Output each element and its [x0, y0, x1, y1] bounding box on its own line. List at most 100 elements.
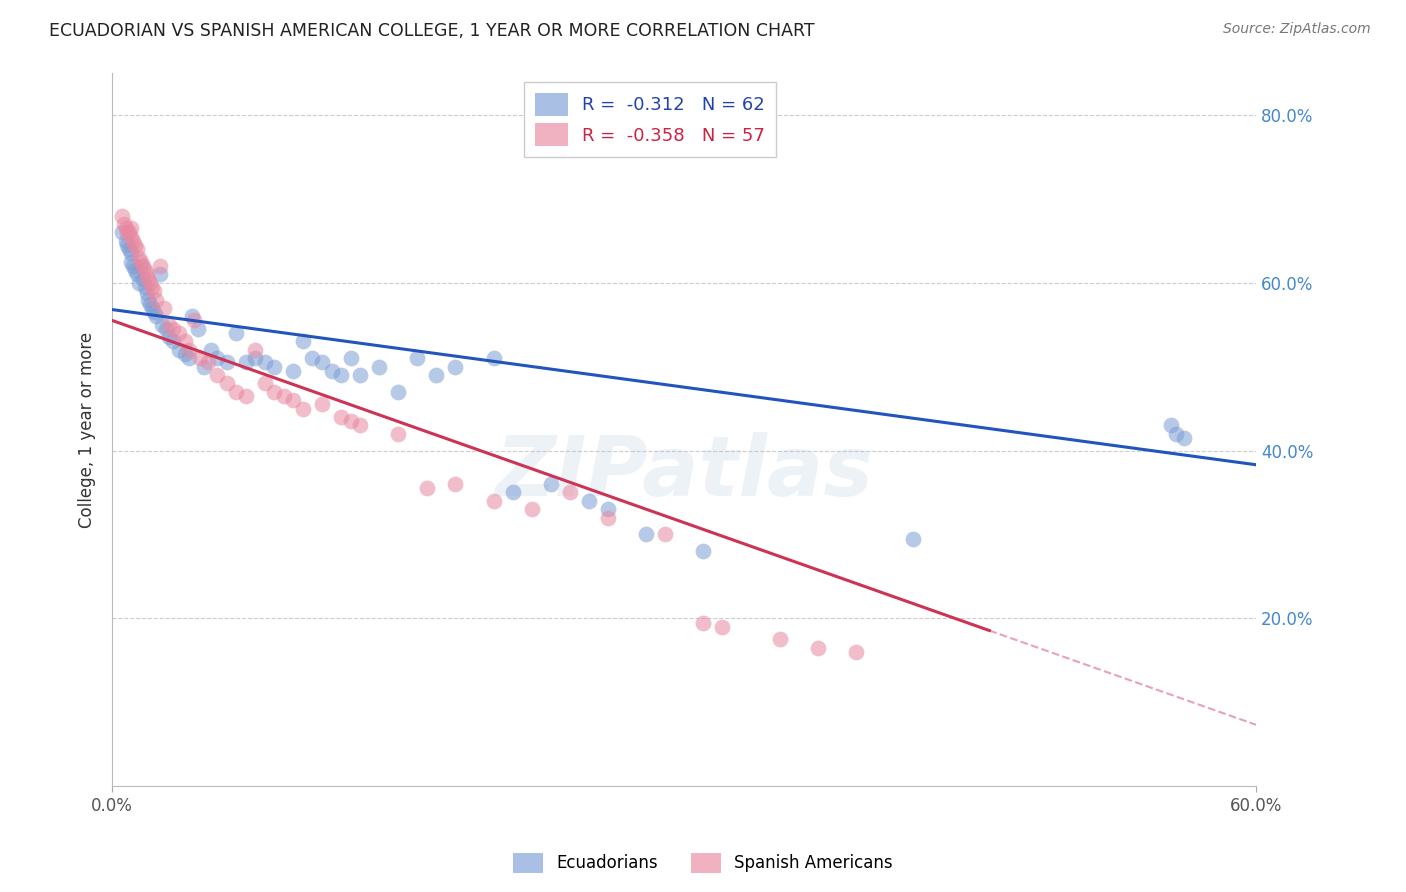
- Point: [177, 351, 200, 366]
- Point: [128, 276, 150, 290]
- Point: [167, 326, 190, 340]
- Point: [145, 293, 167, 307]
- Point: [235, 389, 257, 403]
- Point: [558, 485, 581, 500]
- Text: ECUADORIAN VS SPANISH AMERICAN COLLEGE, 1 YEAR OR MORE CORRELATION CHART: ECUADORIAN VS SPANISH AMERICAN COLLEGE, …: [49, 22, 815, 40]
- Point: [143, 305, 166, 319]
- Point: [132, 271, 155, 285]
- Point: [901, 532, 924, 546]
- Legend: Ecuadorians, Spanish Americans: Ecuadorians, Spanish Americans: [506, 847, 900, 880]
- Point: [114, 234, 136, 248]
- Point: [138, 293, 160, 307]
- Point: [245, 351, 267, 366]
- Point: [111, 209, 134, 223]
- Point: [139, 276, 162, 290]
- Point: [578, 494, 600, 508]
- Point: [181, 310, 204, 324]
- Point: [406, 351, 429, 366]
- Point: [416, 481, 439, 495]
- Point: [122, 234, 145, 248]
- Point: [162, 334, 184, 349]
- Point: [159, 318, 181, 332]
- Y-axis label: College, 1 year or more: College, 1 year or more: [79, 332, 96, 528]
- Point: [349, 368, 371, 382]
- Point: [124, 263, 146, 277]
- Point: [111, 226, 134, 240]
- Point: [225, 384, 247, 399]
- Point: [845, 645, 868, 659]
- Point: [636, 527, 658, 541]
- Point: [1166, 426, 1188, 441]
- Point: [134, 263, 156, 277]
- Point: [135, 268, 157, 282]
- Point: [225, 326, 247, 340]
- Point: [387, 384, 409, 399]
- Point: [444, 359, 467, 374]
- Point: [502, 485, 524, 500]
- Point: [540, 477, 562, 491]
- Point: [138, 271, 160, 285]
- Point: [444, 477, 467, 491]
- Point: [291, 334, 314, 349]
- Point: [129, 254, 152, 268]
- Point: [692, 615, 714, 630]
- Point: [425, 368, 447, 382]
- Point: [149, 268, 172, 282]
- Point: [129, 259, 152, 273]
- Point: [162, 322, 184, 336]
- Point: [215, 355, 238, 369]
- Point: [263, 384, 285, 399]
- Point: [114, 221, 136, 235]
- Point: [596, 502, 619, 516]
- Point: [173, 347, 195, 361]
- Text: ZIPatlas: ZIPatlas: [495, 432, 873, 513]
- Point: [135, 285, 157, 300]
- Point: [173, 334, 195, 349]
- Point: [200, 343, 222, 357]
- Point: [152, 301, 174, 315]
- Point: [187, 322, 209, 336]
- Point: [330, 409, 353, 424]
- Point: [177, 343, 200, 357]
- Point: [311, 397, 333, 411]
- Point: [197, 355, 219, 369]
- Point: [118, 242, 141, 256]
- Point: [1160, 418, 1182, 433]
- Point: [120, 254, 142, 268]
- Point: [301, 351, 323, 366]
- Point: [520, 502, 543, 516]
- Point: [155, 322, 177, 336]
- Point: [125, 268, 148, 282]
- Point: [807, 640, 830, 655]
- Point: [139, 296, 162, 310]
- Point: [768, 632, 790, 647]
- Point: [387, 426, 409, 441]
- Point: [283, 393, 305, 408]
- Point: [368, 359, 391, 374]
- Point: [193, 359, 215, 374]
- Point: [188, 351, 211, 366]
- Point: [134, 280, 156, 294]
- Point: [330, 368, 353, 382]
- Point: [235, 355, 257, 369]
- Point: [150, 318, 173, 332]
- Point: [141, 301, 163, 315]
- Point: [205, 351, 228, 366]
- Point: [596, 510, 619, 524]
- Point: [118, 226, 141, 240]
- Point: [349, 418, 371, 433]
- Point: [253, 376, 276, 391]
- Point: [339, 351, 361, 366]
- Legend: R =  -0.312   N = 62, R =  -0.358   N = 57: R = -0.312 N = 62, R = -0.358 N = 57: [524, 82, 776, 157]
- Text: Source: ZipAtlas.com: Source: ZipAtlas.com: [1223, 22, 1371, 37]
- Point: [159, 330, 181, 344]
- Point: [245, 343, 267, 357]
- Point: [205, 368, 228, 382]
- Point: [128, 251, 150, 265]
- Point: [654, 527, 676, 541]
- Point: [132, 259, 155, 273]
- Point: [291, 401, 314, 416]
- Point: [120, 221, 142, 235]
- Point: [339, 414, 361, 428]
- Point: [183, 313, 205, 327]
